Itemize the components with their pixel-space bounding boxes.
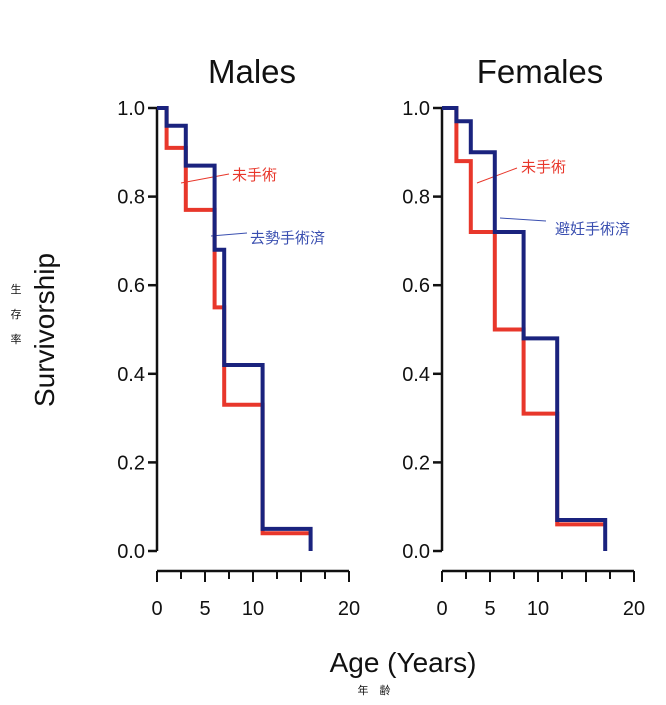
males-y-tick-label: 0.4 bbox=[117, 364, 145, 386]
males-unoperated-leader bbox=[180, 173, 230, 184]
males-x-tick-label: 20 bbox=[338, 598, 360, 620]
females-title: Females bbox=[477, 53, 604, 90]
males-x-tick-label: 0 bbox=[151, 598, 162, 620]
males-series-unoperated-line bbox=[157, 106, 311, 536]
females-spayed-label: 避妊手術済 bbox=[555, 220, 630, 238]
y-axis-label-jp-2: 存 bbox=[11, 307, 22, 321]
males-y-tick-label: 0.6 bbox=[117, 275, 145, 297]
females-y-tick-label: 0.2 bbox=[402, 452, 430, 474]
males-x-tick-label: 10 bbox=[242, 598, 264, 620]
females-y-tick-label: 1.0 bbox=[402, 98, 430, 120]
females-x-tick-label: 20 bbox=[623, 598, 645, 620]
males-panel: 0.0 0.2 0.4 0.6 0.8 1.0 0 5 10 20 bbox=[117, 98, 360, 620]
y-axis-label: Survivorship bbox=[29, 253, 60, 407]
females-y-tick-label: 0.0 bbox=[402, 541, 430, 563]
males-y-tick-label: 0.2 bbox=[117, 452, 145, 474]
females-unoperated-leader bbox=[476, 167, 518, 184]
females-y-tick-label: 0.6 bbox=[402, 275, 430, 297]
females-spayed-leader bbox=[499, 217, 547, 222]
females-x-tick-label: 5 bbox=[484, 598, 495, 620]
males-y-tick-label: 0.8 bbox=[117, 187, 145, 209]
females-y-tick-label: 0.8 bbox=[402, 187, 430, 209]
males-x-tick-label: 5 bbox=[199, 598, 210, 620]
females-panel: 0.0 0.2 0.4 0.6 0.8 1.0 0 5 10 20 bbox=[402, 98, 645, 620]
males-neutered-label: 去勢手術済 bbox=[250, 229, 325, 247]
females-series-operated-line bbox=[442, 106, 608, 551]
x-axis-label-jp: 年 齢 bbox=[358, 683, 391, 697]
males-y-tick-label: 1.0 bbox=[117, 98, 145, 120]
x-axis-label: Age (Years) bbox=[330, 647, 477, 678]
y-axis-label-jp-1: 生 bbox=[11, 282, 22, 296]
females-unoperated-label: 未手術 bbox=[521, 158, 566, 176]
males-y-tick-label: 0.0 bbox=[117, 541, 145, 563]
males-unoperated-label: 未手術 bbox=[232, 166, 277, 184]
males-title: Males bbox=[208, 53, 296, 90]
females-x-tick-label: 10 bbox=[527, 598, 549, 620]
males-neutered-leader bbox=[210, 232, 248, 237]
females-y-tick-label: 0.4 bbox=[402, 364, 430, 386]
males-series-operated-line bbox=[157, 106, 313, 551]
y-axis-label-jp-3: 率 bbox=[11, 332, 22, 346]
females-x-tick-label: 0 bbox=[436, 598, 447, 620]
